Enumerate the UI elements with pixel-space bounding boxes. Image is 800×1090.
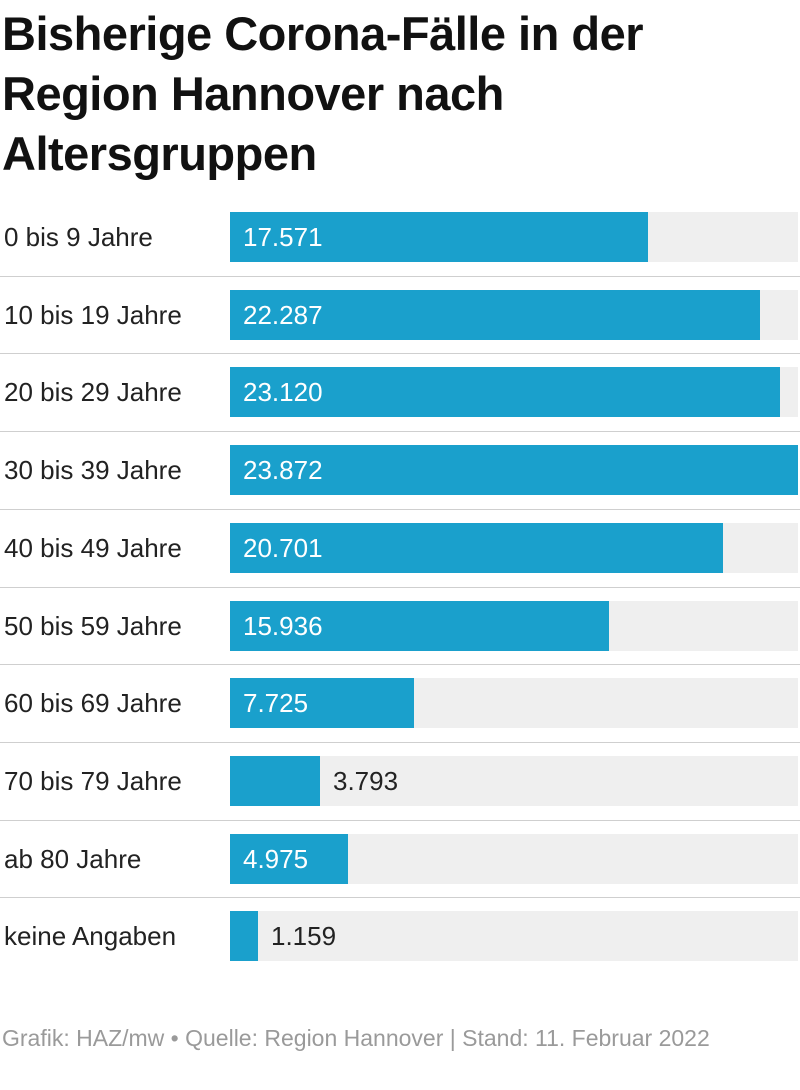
category-label: 10 bis 19 Jahre xyxy=(4,300,182,330)
chart-source-footer: Grafik: HAZ/mw • Quelle: Region Hannover… xyxy=(2,1025,710,1051)
category-label: ab 80 Jahre xyxy=(4,844,142,874)
row-divider xyxy=(0,742,800,743)
row-divider xyxy=(0,353,800,354)
value-label: 3.793 xyxy=(333,766,399,796)
category-label: 50 bis 59 Jahre xyxy=(4,611,182,641)
row-divider xyxy=(0,276,800,277)
category-label: 60 bis 69 Jahre xyxy=(4,688,182,718)
value-label: 7.725 xyxy=(243,688,309,718)
value-label: 23.120 xyxy=(243,377,323,407)
bar-row: 40 bis 49 Jahre 20.701 xyxy=(0,523,800,573)
bar-row: 0 bis 9 Jahre 17.571 xyxy=(0,212,800,262)
bar xyxy=(230,523,723,573)
bar xyxy=(230,445,798,495)
bar-row: 10 bis 19 Jahre 22.287 xyxy=(0,290,800,340)
row-divider xyxy=(0,509,800,510)
bar-track: 23.872 xyxy=(230,445,798,495)
bar-track: 20.701 xyxy=(230,523,798,573)
bar-row: keine Angaben 1.159 xyxy=(0,911,800,961)
bar-row: ab 80 Jahre 4.975 xyxy=(0,834,800,884)
value-label: 15.936 xyxy=(243,611,323,641)
bar xyxy=(230,756,320,806)
value-label: 22.287 xyxy=(243,300,323,330)
bar-row: 30 bis 39 Jahre 23.872 xyxy=(0,445,800,495)
row-divider xyxy=(0,587,800,588)
bar-track: 15.936 xyxy=(230,601,798,651)
bar-track: 7.725 xyxy=(230,678,798,728)
row-divider xyxy=(0,820,800,821)
bar xyxy=(230,911,258,961)
category-label: 30 bis 39 Jahre xyxy=(4,455,182,485)
bar-track: 3.793 xyxy=(230,756,798,806)
chart-title: Bisherige Corona-Fälle in der Region Han… xyxy=(2,7,644,180)
bar xyxy=(230,678,414,728)
bar-track: 22.287 xyxy=(230,290,798,340)
category-label: 40 bis 49 Jahre xyxy=(4,533,182,563)
value-label: 23.872 xyxy=(243,455,323,485)
category-label: 20 bis 29 Jahre xyxy=(4,377,182,407)
row-divider xyxy=(0,431,800,432)
bar xyxy=(230,834,348,884)
bar-row: 20 bis 29 Jahre 23.120 xyxy=(0,367,800,417)
value-label: 20.701 xyxy=(243,533,323,563)
bar-track: 4.975 xyxy=(230,834,798,884)
bar-row: 50 bis 59 Jahre 15.936 xyxy=(0,601,800,651)
row-divider xyxy=(0,897,800,898)
row-divider xyxy=(0,664,800,665)
category-label: 70 bis 79 Jahre xyxy=(4,766,182,796)
value-label: 1.159 xyxy=(271,921,337,951)
bar-track: 1.159 xyxy=(230,911,798,961)
value-label: 4.975 xyxy=(243,844,309,874)
category-label: 0 bis 9 Jahre xyxy=(4,222,153,252)
category-label: keine Angaben xyxy=(4,921,177,951)
bar-row: 70 bis 79 Jahre 3.793 xyxy=(0,756,800,806)
bar-row: 60 bis 69 Jahre 7.725 xyxy=(0,678,800,728)
bar-track: 17.571 xyxy=(230,212,798,262)
bar xyxy=(230,212,648,262)
value-label: 17.571 xyxy=(243,222,323,252)
bar-track: 23.120 xyxy=(230,367,798,417)
bar xyxy=(230,601,609,651)
bar xyxy=(230,367,780,417)
bar xyxy=(230,290,760,340)
